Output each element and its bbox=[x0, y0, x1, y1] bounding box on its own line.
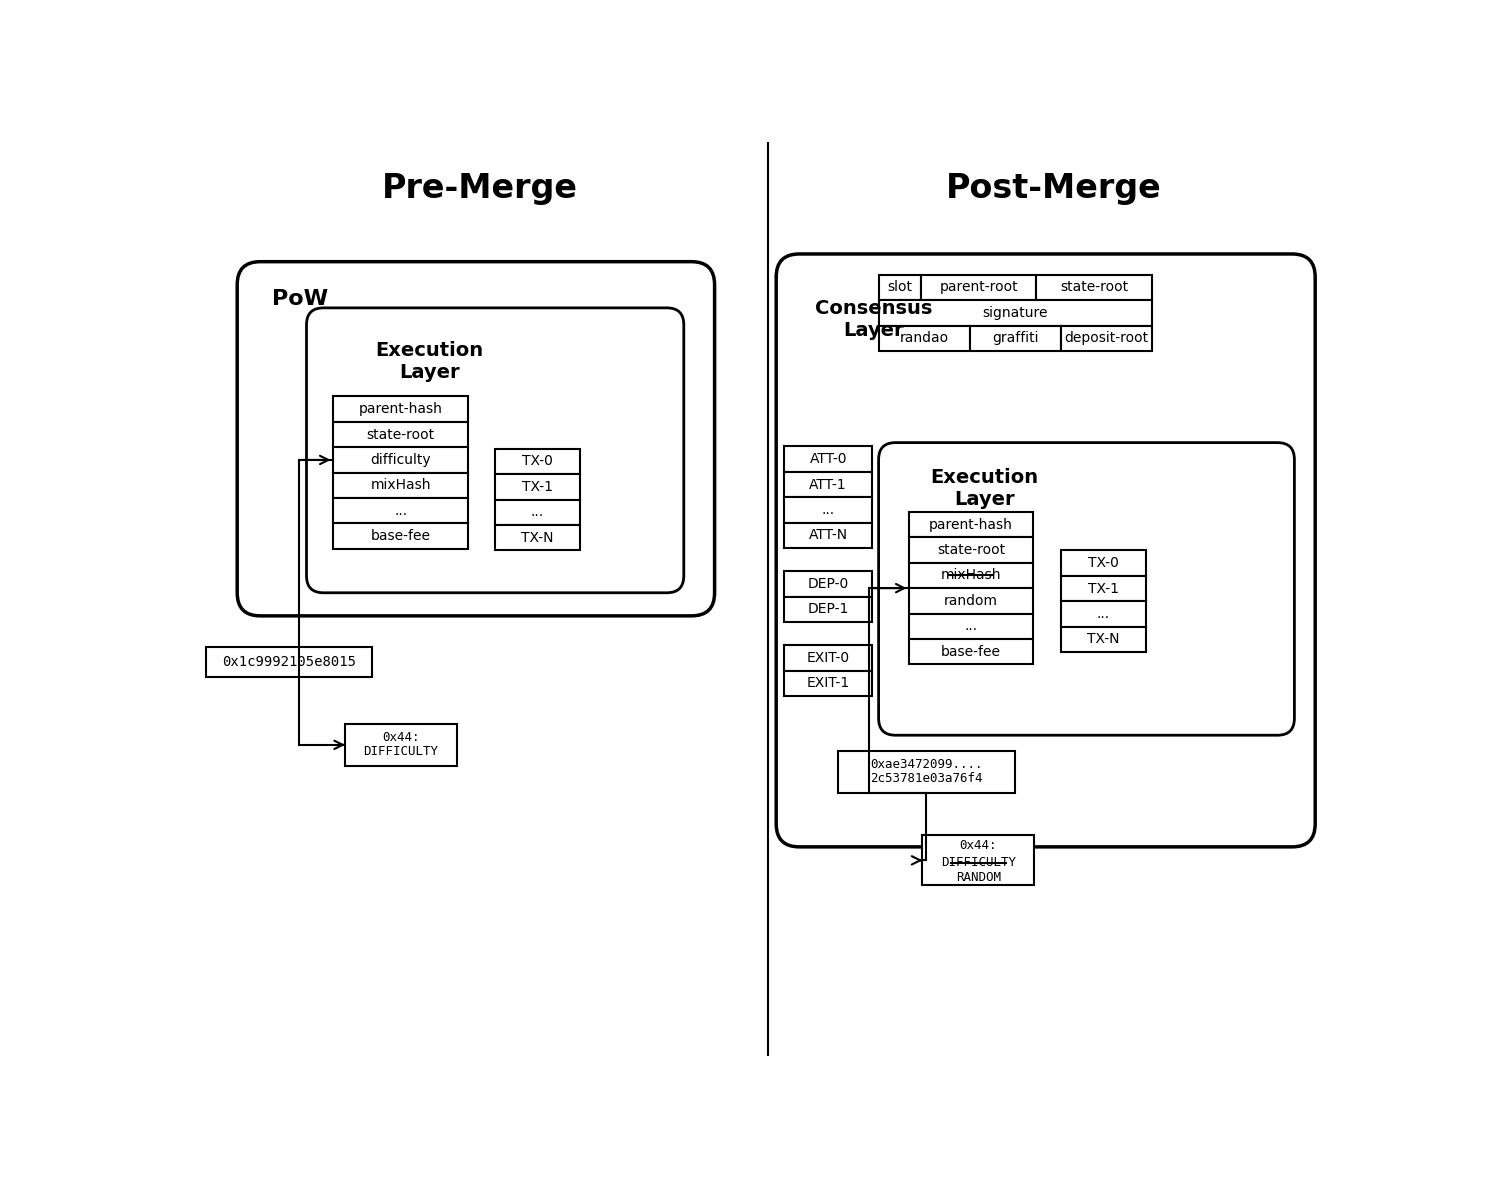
Text: ...: ... bbox=[965, 619, 978, 633]
Text: Execution
Layer: Execution Layer bbox=[376, 342, 484, 382]
Bar bbox=[783, 523, 872, 548]
Bar bbox=[783, 446, 872, 472]
Bar bbox=[783, 472, 872, 497]
Text: DEP-0: DEP-0 bbox=[807, 576, 849, 591]
Text: Execution
Layer: Execution Layer bbox=[930, 468, 1038, 509]
Bar bbox=[345, 723, 457, 766]
Text: Post-Merge: Post-Merge bbox=[945, 172, 1161, 205]
Text: PoW: PoW bbox=[271, 288, 328, 308]
Bar bbox=[334, 422, 469, 447]
Text: TX-N: TX-N bbox=[1088, 632, 1119, 646]
Bar bbox=[879, 326, 969, 351]
Text: TX-0: TX-0 bbox=[1088, 556, 1119, 570]
Bar bbox=[334, 447, 469, 473]
Text: state-root: state-root bbox=[1061, 280, 1128, 294]
Text: ...: ... bbox=[530, 505, 544, 519]
Text: 0xae3472099....: 0xae3472099.... bbox=[870, 758, 983, 771]
Text: Consensus
Layer: Consensus Layer bbox=[815, 299, 932, 340]
Text: DIFFICULTY: DIFFICULTY bbox=[364, 746, 439, 758]
Bar bbox=[783, 497, 872, 523]
Bar bbox=[1037, 275, 1152, 300]
Text: signature: signature bbox=[983, 306, 1049, 320]
Text: slot: slot bbox=[887, 280, 912, 294]
Bar bbox=[909, 512, 1032, 537]
Bar bbox=[909, 562, 1032, 588]
Bar bbox=[207, 646, 372, 677]
FancyBboxPatch shape bbox=[307, 308, 683, 593]
Bar bbox=[921, 275, 1037, 300]
Bar bbox=[879, 300, 1152, 326]
Text: randao: randao bbox=[900, 331, 948, 345]
Text: ATT-0: ATT-0 bbox=[809, 452, 846, 466]
Text: EXIT-0: EXIT-0 bbox=[806, 651, 849, 665]
FancyBboxPatch shape bbox=[879, 442, 1294, 735]
Bar bbox=[496, 499, 580, 525]
Bar bbox=[783, 645, 872, 670]
Text: ATT-1: ATT-1 bbox=[809, 478, 846, 491]
Text: RANDOM: RANDOM bbox=[956, 872, 1001, 885]
Text: random: random bbox=[944, 594, 998, 608]
Bar bbox=[909, 537, 1032, 562]
Bar bbox=[909, 588, 1032, 613]
Bar bbox=[909, 613, 1032, 639]
Text: mixHash: mixHash bbox=[370, 478, 431, 492]
Text: base-fee: base-fee bbox=[941, 645, 1001, 658]
Text: DIFFICULTY: DIFFICULTY bbox=[941, 856, 1016, 869]
Text: base-fee: base-fee bbox=[372, 529, 431, 543]
Text: parent-hash: parent-hash bbox=[929, 517, 1013, 531]
Text: TX-N: TX-N bbox=[521, 530, 554, 544]
Text: 0x44:: 0x44: bbox=[960, 839, 998, 852]
Bar bbox=[496, 448, 580, 474]
Bar bbox=[1061, 626, 1146, 652]
Text: ...: ... bbox=[821, 503, 834, 517]
Bar bbox=[909, 639, 1032, 664]
Bar bbox=[783, 572, 872, 597]
Bar bbox=[969, 326, 1061, 351]
Bar bbox=[334, 498, 469, 523]
Text: ...: ... bbox=[1097, 607, 1110, 621]
Bar bbox=[1061, 326, 1152, 351]
Bar bbox=[923, 835, 1034, 886]
FancyBboxPatch shape bbox=[776, 254, 1315, 847]
Text: 0x44:: 0x44: bbox=[382, 732, 419, 745]
Text: state-root: state-root bbox=[367, 427, 434, 441]
Text: graffiti: graffiti bbox=[992, 331, 1038, 345]
Text: 2c53781e03a76f4: 2c53781e03a76f4 bbox=[870, 772, 983, 785]
FancyBboxPatch shape bbox=[237, 262, 715, 616]
Bar bbox=[1061, 576, 1146, 601]
Text: deposit-root: deposit-root bbox=[1065, 331, 1149, 345]
Text: parent-root: parent-root bbox=[939, 280, 1019, 294]
Bar bbox=[1061, 601, 1146, 626]
Bar bbox=[783, 670, 872, 696]
Text: difficulty: difficulty bbox=[370, 453, 431, 467]
Text: 0x1c9992105e8015: 0x1c9992105e8015 bbox=[222, 655, 357, 669]
Bar bbox=[334, 473, 469, 498]
Text: parent-hash: parent-hash bbox=[360, 402, 443, 416]
Bar bbox=[879, 275, 921, 300]
Text: ATT-N: ATT-N bbox=[809, 529, 848, 542]
Text: mixHash: mixHash bbox=[941, 568, 1001, 582]
Bar bbox=[496, 525, 580, 550]
Text: Pre-Merge: Pre-Merge bbox=[382, 172, 578, 205]
Text: ...: ... bbox=[394, 504, 407, 518]
Text: state-root: state-root bbox=[936, 543, 1005, 557]
Text: EXIT-1: EXIT-1 bbox=[806, 676, 849, 690]
Bar bbox=[1061, 550, 1146, 576]
Text: TX-1: TX-1 bbox=[521, 480, 553, 493]
Text: TX-1: TX-1 bbox=[1088, 581, 1119, 595]
Bar bbox=[783, 597, 872, 621]
Bar bbox=[334, 523, 469, 549]
Text: DEP-1: DEP-1 bbox=[807, 602, 849, 617]
Bar bbox=[496, 474, 580, 499]
Bar bbox=[837, 751, 1016, 793]
Text: TX-0: TX-0 bbox=[523, 454, 553, 468]
Bar bbox=[334, 396, 469, 422]
